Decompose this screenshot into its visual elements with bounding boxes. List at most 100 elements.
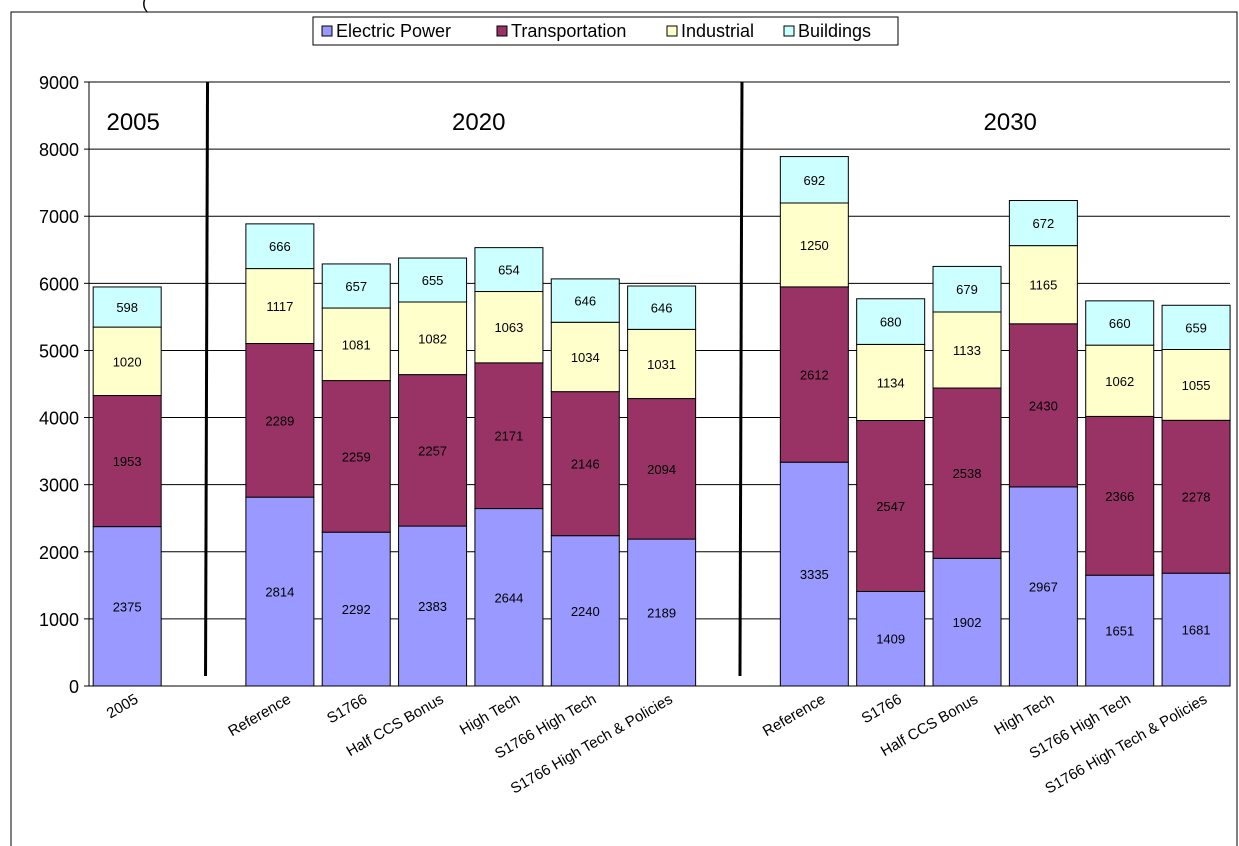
data-label: 1081: [342, 337, 371, 352]
data-label: 660: [1109, 316, 1131, 331]
bar-segment: [1085, 300, 1155, 346]
bar-segment: [856, 420, 926, 592]
data-label: 3335: [800, 567, 829, 582]
data-label: 2257: [418, 443, 447, 458]
data-label: 1953: [113, 454, 142, 469]
legend-swatch: [666, 25, 678, 37]
data-label: 598: [116, 300, 138, 315]
data-label: 2259: [342, 449, 371, 464]
bar-segment: [398, 525, 468, 687]
data-label: 2644: [494, 590, 523, 605]
legend-label: Industrial: [681, 21, 754, 41]
legend-swatch: [321, 25, 333, 37]
data-label: 680: [880, 315, 902, 330]
bar-segment: [627, 398, 697, 540]
group-separator-line: [738, 81, 744, 677]
bar-segment: [474, 508, 544, 687]
data-label: 654: [498, 263, 520, 278]
bar-segment: [932, 311, 1002, 389]
data-label: 1651: [1105, 624, 1134, 639]
data-label: 2094: [647, 462, 676, 477]
bar-segment: [1008, 200, 1078, 247]
group-separators: 2005 2020 2030: [106, 81, 1037, 677]
y-tick-label: 6000: [39, 274, 79, 294]
chart-title-fragment: (: [142, 0, 148, 12]
bar-segment: [856, 590, 926, 687]
bar-segment: [474, 247, 544, 293]
data-label: 1055: [1182, 378, 1211, 393]
data-label: 1133: [953, 343, 981, 358]
data-label: 2814: [265, 585, 294, 600]
legend-swatch: [783, 25, 795, 37]
bar-segment: [779, 286, 849, 463]
y-tick-label: 8000: [39, 140, 79, 160]
bar-segment: [550, 321, 620, 393]
data-label: 1082: [418, 331, 447, 346]
data-label: 2292: [342, 602, 371, 617]
y-tick-label: 9000: [39, 73, 79, 93]
bar-segment: [398, 374, 468, 527]
legend: Electric Power Transportation Industrial Bu…: [312, 16, 899, 46]
bar-segment: [245, 496, 315, 687]
bar-segment: [92, 395, 162, 528]
data-label: 2240: [571, 604, 600, 619]
data-label: 1031: [647, 357, 676, 372]
bar-segment: [321, 531, 391, 687]
data-label: 1062: [1105, 374, 1134, 389]
bar-segment: [245, 343, 315, 498]
data-label: 1020: [113, 354, 142, 369]
y-axis: 0 1000 2000 3000 4000 5000 6000 7000 8000 9000: [39, 73, 90, 697]
legend-box: [312, 16, 899, 46]
data-label: 2612: [800, 368, 829, 383]
data-label: 666: [269, 239, 291, 254]
bar-segment: [550, 391, 620, 537]
bar-segment: [779, 461, 849, 687]
y-tick-label: 7000: [39, 207, 79, 227]
data-label: 1034: [571, 350, 600, 365]
legend-swatch: [496, 25, 508, 37]
data-label: 2547: [876, 499, 905, 514]
group-separator-line: [204, 81, 210, 677]
bar-segment: [321, 307, 391, 382]
bar-segment: [627, 285, 697, 330]
bar-segment: [1161, 349, 1231, 421]
bar-segment: [1085, 415, 1155, 576]
data-label: 1117: [266, 299, 293, 314]
bar-segment: [245, 223, 315, 270]
bar-segment: [627, 328, 697, 400]
bar-segment: [398, 257, 468, 303]
y-tick-label: 0: [69, 677, 79, 697]
data-label: 2366: [1105, 489, 1134, 504]
bar-segment: [92, 526, 162, 687]
y-tick-label: 5000: [39, 341, 79, 361]
bar-segment: [474, 362, 544, 510]
bar-segment: [1161, 304, 1231, 351]
bar-segment: [932, 557, 1002, 687]
data-label: 2189: [647, 606, 676, 621]
data-label: 657: [345, 279, 367, 294]
bar-segment: [550, 278, 620, 323]
bar-segment: [474, 291, 544, 364]
data-label: 2146: [571, 457, 600, 472]
y-tick-label: 2000: [39, 543, 79, 563]
data-label: 655: [422, 273, 444, 288]
data-label: 2967: [1029, 579, 1058, 594]
data-label: 659: [1185, 320, 1207, 335]
y-tick-label: 3000: [39, 476, 79, 496]
data-label: 1165: [1029, 278, 1057, 293]
data-label: 1134: [877, 375, 905, 390]
bar-segment: [550, 535, 620, 687]
bar-segment: [856, 298, 926, 345]
legend-label: Electric Power: [336, 21, 451, 41]
bar-segment: [245, 268, 315, 345]
bar-segment: [92, 286, 162, 328]
bar-segment: [321, 380, 391, 533]
data-label: 646: [651, 301, 673, 316]
bar-segment: [1085, 344, 1155, 417]
group-label: 2030: [984, 109, 1037, 136]
data-label: 2538: [953, 466, 982, 481]
data-label: 1063: [494, 320, 523, 335]
data-label: 1409: [876, 632, 905, 647]
data-label: 1902: [953, 615, 982, 630]
